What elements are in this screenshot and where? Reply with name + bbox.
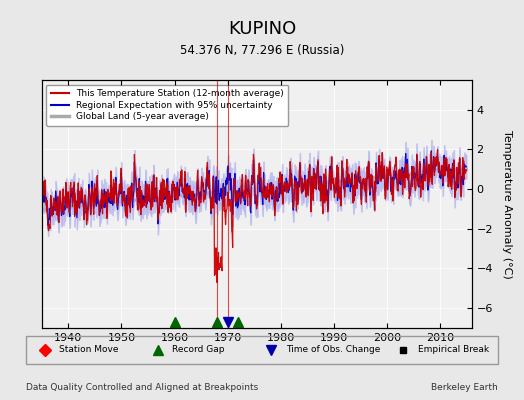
Text: Time of Obs. Change: Time of Obs. Change — [286, 346, 380, 354]
Text: Empirical Break: Empirical Break — [418, 346, 489, 354]
Text: Record Gap: Record Gap — [172, 346, 225, 354]
Text: KUPINO: KUPINO — [228, 20, 296, 38]
Text: Data Quality Controlled and Aligned at Breakpoints: Data Quality Controlled and Aligned at B… — [26, 383, 258, 392]
Text: Berkeley Earth: Berkeley Earth — [431, 383, 498, 392]
Text: Station Move: Station Move — [59, 346, 119, 354]
Y-axis label: Temperature Anomaly (°C): Temperature Anomaly (°C) — [503, 130, 512, 278]
Text: 54.376 N, 77.296 E (Russia): 54.376 N, 77.296 E (Russia) — [180, 44, 344, 57]
Legend: This Temperature Station (12-month average), Regional Expectation with 95% uncer: This Temperature Station (12-month avera… — [47, 84, 289, 126]
